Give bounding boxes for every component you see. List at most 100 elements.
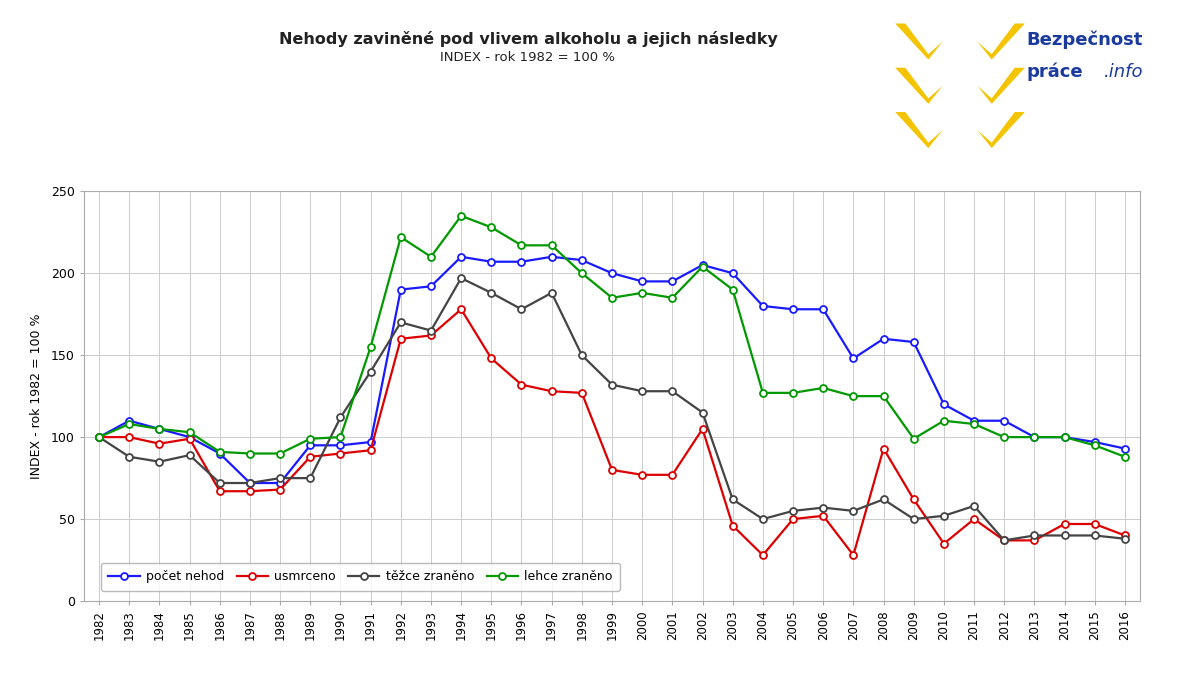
usmrceno bbox=[454, 305, 468, 313]
počet nehod bbox=[212, 449, 227, 458]
lehce zraněno bbox=[152, 425, 167, 433]
lehce zraněno bbox=[997, 433, 1012, 441]
lehce zraněno bbox=[515, 241, 529, 249]
těžce zraněno bbox=[876, 495, 890, 503]
počet nehod bbox=[1057, 433, 1072, 441]
Line: těžce zraněno: těžce zraněno bbox=[96, 275, 1128, 544]
počet nehod bbox=[122, 417, 137, 425]
počet nehod bbox=[92, 433, 107, 441]
počet nehod bbox=[786, 305, 800, 313]
Text: .info: .info bbox=[1104, 63, 1144, 81]
usmrceno bbox=[484, 354, 498, 363]
lehce zraněno bbox=[1117, 453, 1132, 461]
Polygon shape bbox=[895, 68, 943, 104]
těžce zraněno bbox=[575, 351, 589, 359]
těžce zraněno bbox=[152, 458, 167, 466]
usmrceno bbox=[906, 495, 920, 503]
lehce zraněno bbox=[242, 449, 257, 458]
usmrceno bbox=[242, 487, 257, 495]
těžce zraněno bbox=[786, 507, 800, 515]
usmrceno bbox=[122, 433, 137, 441]
lehce zraněno bbox=[92, 433, 107, 441]
těžce zraněno bbox=[92, 433, 107, 441]
lehce zraněno bbox=[304, 434, 318, 443]
lehce zraněno bbox=[605, 294, 619, 302]
Text: práce: práce bbox=[1026, 63, 1082, 81]
Polygon shape bbox=[977, 23, 1025, 59]
těžce zraněno bbox=[1027, 531, 1042, 540]
Text: Bezpečnost: Bezpečnost bbox=[1026, 31, 1142, 49]
počet nehod bbox=[364, 438, 378, 446]
Polygon shape bbox=[977, 112, 1025, 148]
počet nehod bbox=[1027, 433, 1042, 441]
usmrceno bbox=[182, 434, 197, 443]
počet nehod bbox=[1117, 445, 1132, 453]
lehce zraněno bbox=[786, 389, 800, 397]
Text: Nehody zaviněné pod vlivem alkoholu a jejich následky: Nehody zaviněné pod vlivem alkoholu a je… bbox=[278, 31, 778, 46]
lehce zraněno bbox=[545, 241, 559, 249]
usmrceno bbox=[212, 487, 227, 495]
lehce zraněno bbox=[816, 384, 830, 392]
počet nehod bbox=[152, 425, 167, 433]
usmrceno bbox=[575, 389, 589, 397]
usmrceno bbox=[1117, 531, 1132, 540]
usmrceno bbox=[364, 446, 378, 454]
počet nehod bbox=[726, 269, 740, 277]
těžce zraněno bbox=[424, 326, 438, 335]
lehce zraněno bbox=[906, 434, 920, 443]
těžce zraněno bbox=[695, 408, 709, 417]
usmrceno bbox=[545, 387, 559, 395]
Y-axis label: INDEX - rok 1982 = 100 %: INDEX - rok 1982 = 100 % bbox=[30, 313, 43, 479]
těžce zraněno bbox=[484, 289, 498, 297]
těžce zraněno bbox=[515, 305, 529, 313]
těžce zraněno bbox=[937, 512, 952, 520]
počet nehod bbox=[394, 285, 408, 294]
lehce zraněno bbox=[122, 420, 137, 428]
lehce zraněno bbox=[364, 343, 378, 351]
usmrceno bbox=[876, 445, 890, 453]
těžce zraněno bbox=[756, 515, 770, 523]
usmrceno bbox=[967, 515, 982, 523]
počet nehod bbox=[272, 479, 287, 487]
usmrceno bbox=[997, 536, 1012, 544]
lehce zraněno bbox=[665, 294, 679, 302]
těžce zraněno bbox=[635, 387, 649, 395]
Polygon shape bbox=[895, 23, 943, 59]
počet nehod bbox=[424, 282, 438, 290]
těžce zraněno bbox=[665, 387, 679, 395]
usmrceno bbox=[816, 512, 830, 520]
těžce zraněno bbox=[726, 495, 740, 503]
lehce zraněno bbox=[756, 389, 770, 397]
lehce zraněno bbox=[695, 262, 709, 270]
počet nehod bbox=[454, 253, 468, 261]
těžce zraněno bbox=[997, 536, 1012, 544]
těžce zraněno bbox=[545, 289, 559, 297]
počet nehod bbox=[906, 338, 920, 346]
počet nehod bbox=[484, 257, 498, 266]
těžce zraněno bbox=[454, 274, 468, 282]
lehce zraněno bbox=[1057, 433, 1072, 441]
usmrceno bbox=[756, 551, 770, 559]
lehce zraněno bbox=[846, 392, 860, 400]
těžce zraněno bbox=[605, 380, 619, 389]
Line: usmrceno: usmrceno bbox=[96, 306, 1128, 559]
počet nehod bbox=[967, 417, 982, 425]
těžce zraněno bbox=[906, 515, 920, 523]
těžce zraněno bbox=[272, 474, 287, 482]
lehce zraněno bbox=[635, 289, 649, 297]
usmrceno bbox=[937, 540, 952, 548]
usmrceno bbox=[515, 380, 529, 389]
Text: INDEX - rok 1982 = 100 %: INDEX - rok 1982 = 100 % bbox=[440, 51, 616, 64]
počet nehod bbox=[665, 277, 679, 285]
usmrceno bbox=[1027, 536, 1042, 544]
počet nehod bbox=[545, 253, 559, 261]
počet nehod bbox=[997, 417, 1012, 425]
počet nehod bbox=[182, 433, 197, 441]
usmrceno bbox=[665, 471, 679, 479]
těžce zraněno bbox=[1057, 531, 1072, 540]
těžce zraněno bbox=[334, 413, 348, 421]
těžce zraněno bbox=[182, 451, 197, 459]
Line: počet nehod: počet nehod bbox=[96, 253, 1128, 486]
usmrceno bbox=[1087, 520, 1102, 528]
usmrceno bbox=[334, 449, 348, 458]
